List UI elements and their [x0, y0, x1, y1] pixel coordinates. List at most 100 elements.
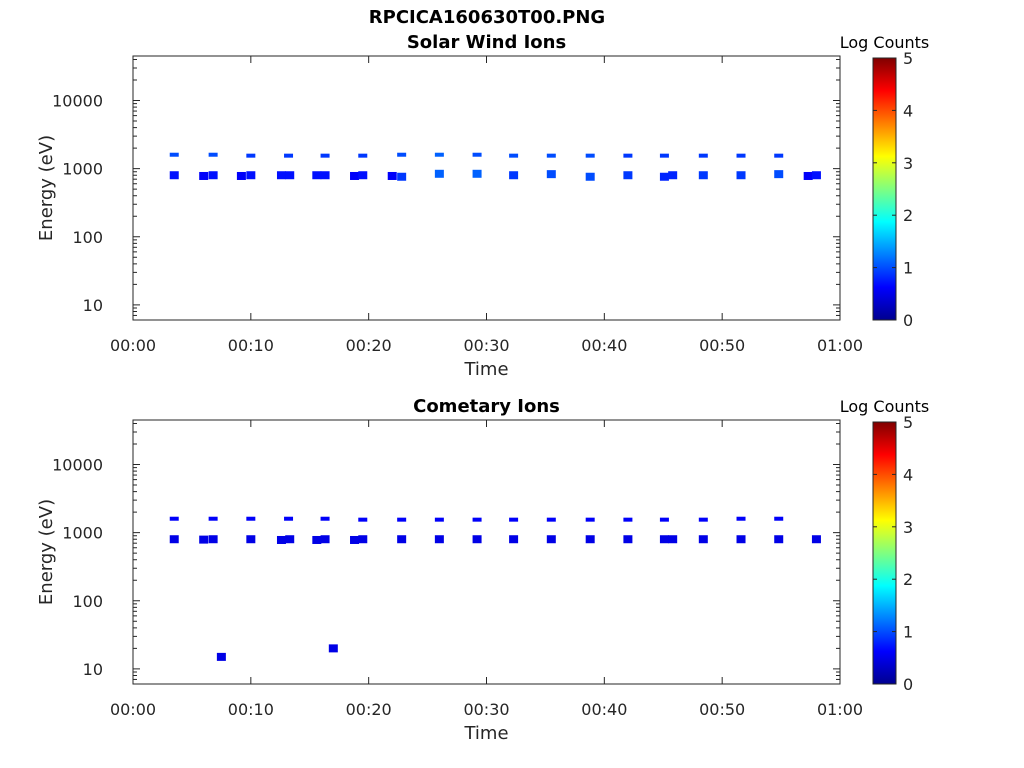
x-tick-label: 00:20	[346, 336, 392, 355]
data-point	[312, 171, 322, 180]
x-tick-label: 01:00	[817, 336, 863, 355]
data-point	[358, 535, 368, 544]
data-point	[358, 171, 368, 180]
data-point	[736, 535, 746, 544]
data-point	[509, 153, 519, 158]
data-point	[472, 152, 482, 157]
y-axis-label: Energy (eV)	[36, 135, 57, 241]
data-point	[585, 153, 595, 158]
data-point	[397, 535, 407, 544]
x-tick-label: 00:10	[228, 336, 274, 355]
data-point	[736, 516, 746, 521]
data-point	[803, 171, 813, 180]
data-point	[284, 153, 294, 158]
data-point	[208, 171, 218, 180]
data-point	[246, 171, 256, 180]
y-tick-label: 1000	[62, 524, 103, 543]
data-point	[350, 535, 360, 544]
x-tick-label: 00:10	[228, 700, 274, 719]
panel-title: Cometary Ions	[413, 396, 560, 417]
data-point	[320, 171, 330, 180]
x-tick-label: 00:50	[699, 336, 745, 355]
x-axis-label: Time	[463, 359, 508, 380]
data-point	[811, 171, 821, 180]
data-point	[698, 535, 708, 544]
x-axis-label: Time	[463, 723, 508, 744]
colorbar-tick-label: 0	[903, 311, 913, 330]
data-point	[774, 170, 784, 179]
y-tick-label: 1000	[62, 160, 103, 179]
y-tick-label: 10000	[52, 456, 103, 475]
data-point	[623, 535, 633, 544]
data-point	[623, 517, 633, 522]
data-point	[434, 152, 444, 157]
data-point	[509, 171, 519, 180]
data-point	[246, 516, 256, 521]
data-point	[546, 535, 556, 544]
data-point	[169, 152, 179, 157]
data-point	[668, 535, 678, 544]
data-point	[397, 172, 407, 181]
colorbar-tick-label: 4	[903, 465, 913, 484]
colorbar	[872, 421, 897, 685]
data-point	[387, 171, 397, 180]
x-tick-label: 00:40	[581, 336, 627, 355]
data-point	[236, 171, 246, 180]
data-point	[472, 517, 482, 522]
data-point	[659, 172, 669, 181]
data-point	[774, 153, 784, 158]
data-point	[284, 516, 294, 521]
colorbar-tick-label: 2	[903, 206, 913, 225]
colorbar-tick-label: 4	[903, 101, 913, 120]
y-tick-label: 10000	[52, 92, 103, 111]
data-point	[585, 535, 595, 544]
data-point	[434, 517, 444, 522]
data-point	[698, 517, 708, 522]
colorbar-tick-label: 5	[903, 413, 913, 432]
y-tick-label: 100	[72, 592, 103, 611]
y-axis-label: Energy (eV)	[36, 499, 57, 605]
data-point	[623, 171, 633, 180]
data-point	[358, 153, 368, 158]
data-point	[169, 516, 179, 521]
data-point	[312, 535, 322, 544]
data-point	[350, 171, 360, 180]
y-tick-label: 10	[83, 296, 103, 315]
colorbar-tick-label: 1	[903, 259, 913, 278]
data-point	[397, 517, 407, 522]
data-point	[659, 535, 669, 544]
data-point	[585, 172, 595, 181]
data-point	[811, 535, 821, 544]
data-point	[585, 517, 595, 522]
x-tick-label: 00:00	[110, 700, 156, 719]
x-tick-label: 00:00	[110, 336, 156, 355]
colorbar-tick-label: 1	[903, 623, 913, 642]
x-tick-label: 01:00	[817, 700, 863, 719]
data-point	[434, 169, 444, 178]
data-point	[246, 153, 256, 158]
colorbar-tick-label: 3	[903, 154, 913, 173]
data-point	[320, 153, 330, 158]
data-point	[659, 153, 669, 158]
colorbar	[872, 57, 897, 321]
data-point	[169, 171, 179, 180]
data-point	[216, 652, 226, 661]
data-point	[397, 152, 407, 157]
data-point	[434, 535, 444, 544]
figure-filename-title: RPCICA160630T00.PNG	[368, 7, 606, 28]
data-point	[659, 517, 669, 522]
colorbar-tick-label: 3	[903, 518, 913, 537]
colorbar-tick-label: 2	[903, 570, 913, 589]
x-tick-label: 00:20	[346, 700, 392, 719]
data-point	[472, 169, 482, 178]
x-tick-label: 00:30	[463, 700, 509, 719]
panel-title: Solar Wind Ions	[407, 32, 566, 53]
data-point	[668, 171, 678, 180]
data-point	[199, 171, 209, 180]
data-point	[208, 535, 218, 544]
data-point	[623, 153, 633, 158]
data-point	[199, 535, 209, 544]
